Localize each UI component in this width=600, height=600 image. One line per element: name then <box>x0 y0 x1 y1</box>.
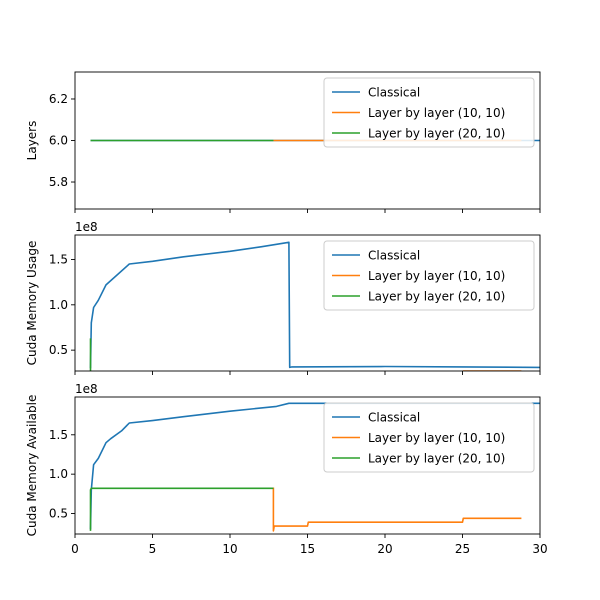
legend-entry-2: Layer by layer (10, 10) <box>368 269 505 283</box>
y-tick-label: 6.2 <box>49 92 68 106</box>
series-line-2 <box>462 370 522 371</box>
x-tick-label: 15 <box>300 542 315 556</box>
series-group <box>89 241 540 371</box>
y-tick-label: 1.5 <box>49 428 68 442</box>
y-tick-label: 0.5 <box>49 343 68 357</box>
y-axis-label: Cuda Memory Available <box>25 395 39 537</box>
y-tick-label: 1.0 <box>49 298 68 312</box>
panel-2: 0.5 1.0 1.5 1e8 Cuda Memory Usage Classical La… <box>25 220 541 375</box>
legend-entry-3: Layer by layer (20, 10) <box>368 127 505 141</box>
legend: Classical Layer by layer (10, 10) Layer by… <box>323 77 535 148</box>
legend-entry-1: Classical <box>368 411 420 425</box>
series-line-3 <box>89 487 274 531</box>
exponent-label: 1e8 <box>75 220 98 234</box>
exponent-label: 1e8 <box>75 382 98 396</box>
legend-entry-1: Classical <box>368 249 420 263</box>
legend-entry-3: Layer by layer (20, 10) <box>368 290 505 304</box>
y-axis-label: Layers <box>25 121 39 161</box>
legend-entry-1: Classical <box>368 86 420 100</box>
series-line-2 <box>272 487 522 532</box>
series-line-1 <box>89 241 540 369</box>
legend: Classical Layer by layer (10, 10) Layer by… <box>323 402 535 473</box>
x-tick-label: 5 <box>149 542 157 556</box>
y-tick-label: 6.0 <box>49 134 68 148</box>
x-tick-label: 30 <box>532 542 547 556</box>
legend-entry-2: Layer by layer (10, 10) <box>368 431 505 445</box>
x-tick-label: 0 <box>71 542 79 556</box>
x-tick-label: 25 <box>455 542 470 556</box>
y-tick-label: 0.5 <box>49 507 68 521</box>
legend-box <box>323 240 535 311</box>
panel-3: 0.5 1.0 1.5 0 5 10 15 20 25 30 1e8 Cuda Memory Avai… <box>25 382 548 556</box>
legend-entry-3: Layer by layer (20, 10) <box>368 452 505 466</box>
x-tick-label: 10 <box>222 542 237 556</box>
panel-1: 5.8 6.0 6.2 Layers Classical Layer by layer (… <box>25 71 541 213</box>
legend-entry-2: Layer by layer (10, 10) <box>368 106 505 120</box>
x-tick-label: 20 <box>377 542 392 556</box>
legend: Classical Layer by layer (10, 10) Layer by… <box>323 240 535 311</box>
legend-box <box>323 402 535 473</box>
y-axis-label: Cuda Memory Usage <box>25 241 39 366</box>
y-tick-label: 5.8 <box>49 175 68 189</box>
y-tick-label: 1.0 <box>49 467 68 481</box>
y-tick-label: 1.5 <box>49 252 68 266</box>
series-line-3 <box>89 338 92 371</box>
legend-box <box>323 77 535 148</box>
